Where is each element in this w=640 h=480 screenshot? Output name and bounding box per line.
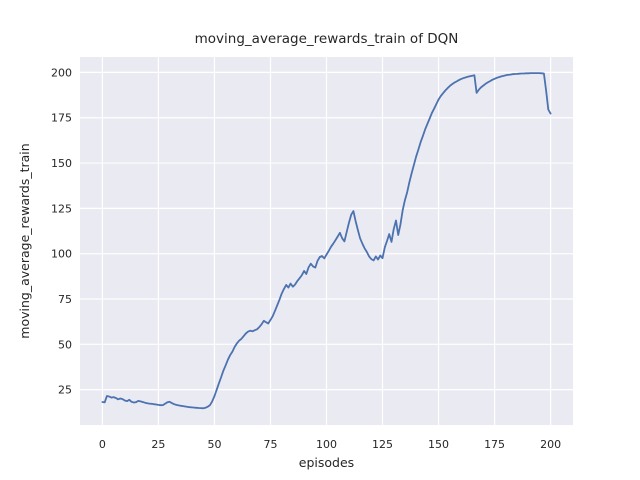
x-tick-label: 150 — [428, 438, 449, 451]
x-tick-label: 125 — [372, 438, 393, 451]
series-lines — [101, 72, 552, 410]
x-tick-label: 100 — [316, 438, 337, 451]
data-line — [101, 72, 552, 410]
grid — [80, 57, 573, 425]
x-tick-label: 175 — [484, 438, 505, 451]
x-tick-label: 75 — [263, 438, 277, 451]
x-tick-label: 200 — [540, 438, 561, 451]
chart-title: moving_average_rewards_train of DQN — [195, 31, 459, 47]
y-tick-label: 200 — [51, 66, 72, 79]
x-tick-label: 25 — [151, 438, 165, 451]
y-tick-label: 100 — [51, 248, 72, 261]
y-tick-label: 150 — [51, 157, 72, 170]
y-tick-label: 175 — [51, 112, 72, 125]
x-axis-label: episodes — [299, 455, 354, 470]
x-tick-label: 0 — [99, 438, 106, 451]
y-tick-label: 125 — [51, 202, 72, 215]
y-tick-label: 25 — [58, 384, 72, 397]
tick-labels: 0 25 50 75 100 125 150 175 200 25 50 75 100 125 150 175… — [51, 66, 561, 451]
y-tick-label: 50 — [58, 338, 72, 351]
x-tick-label: 50 — [207, 438, 221, 451]
y-tick-label: 75 — [58, 293, 72, 306]
y-axis-label: moving_average_rewards_train — [17, 143, 32, 338]
